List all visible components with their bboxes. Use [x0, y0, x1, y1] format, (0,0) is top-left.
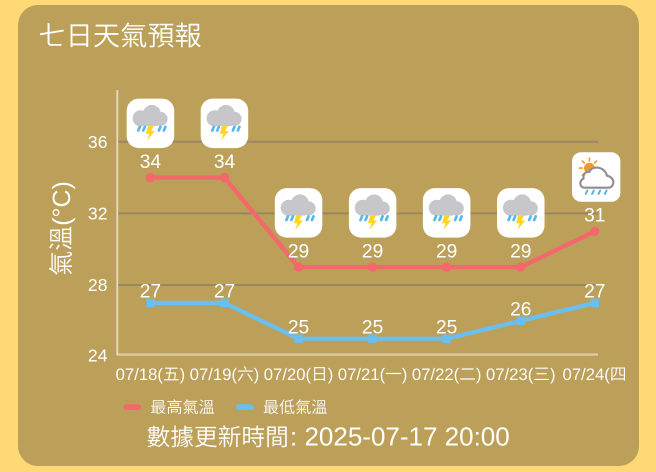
svg-text:34: 34: [214, 152, 236, 173]
svg-text:29: 29: [362, 241, 383, 262]
svg-text:28: 28: [88, 275, 108, 295]
svg-text:24: 24: [88, 345, 108, 365]
svg-text:26: 26: [510, 300, 531, 321]
svg-text:25: 25: [362, 318, 383, 339]
svg-text:34: 34: [140, 152, 162, 173]
svg-text:29: 29: [436, 241, 457, 262]
svg-text:27: 27: [214, 282, 235, 303]
svg-text:29: 29: [288, 241, 309, 262]
svg-text:25: 25: [288, 318, 309, 339]
svg-text:36: 36: [88, 132, 108, 152]
svg-text:: 2025-07-17 20:00: : 2025-07-17 20:00: [290, 421, 510, 451]
svg-text:25: 25: [436, 318, 457, 339]
svg-text:29: 29: [510, 241, 531, 262]
svg-text:32: 32: [88, 204, 108, 224]
svg-text:31: 31: [584, 206, 605, 227]
svg-text:27: 27: [584, 282, 605, 303]
svg-text:27: 27: [140, 282, 161, 303]
